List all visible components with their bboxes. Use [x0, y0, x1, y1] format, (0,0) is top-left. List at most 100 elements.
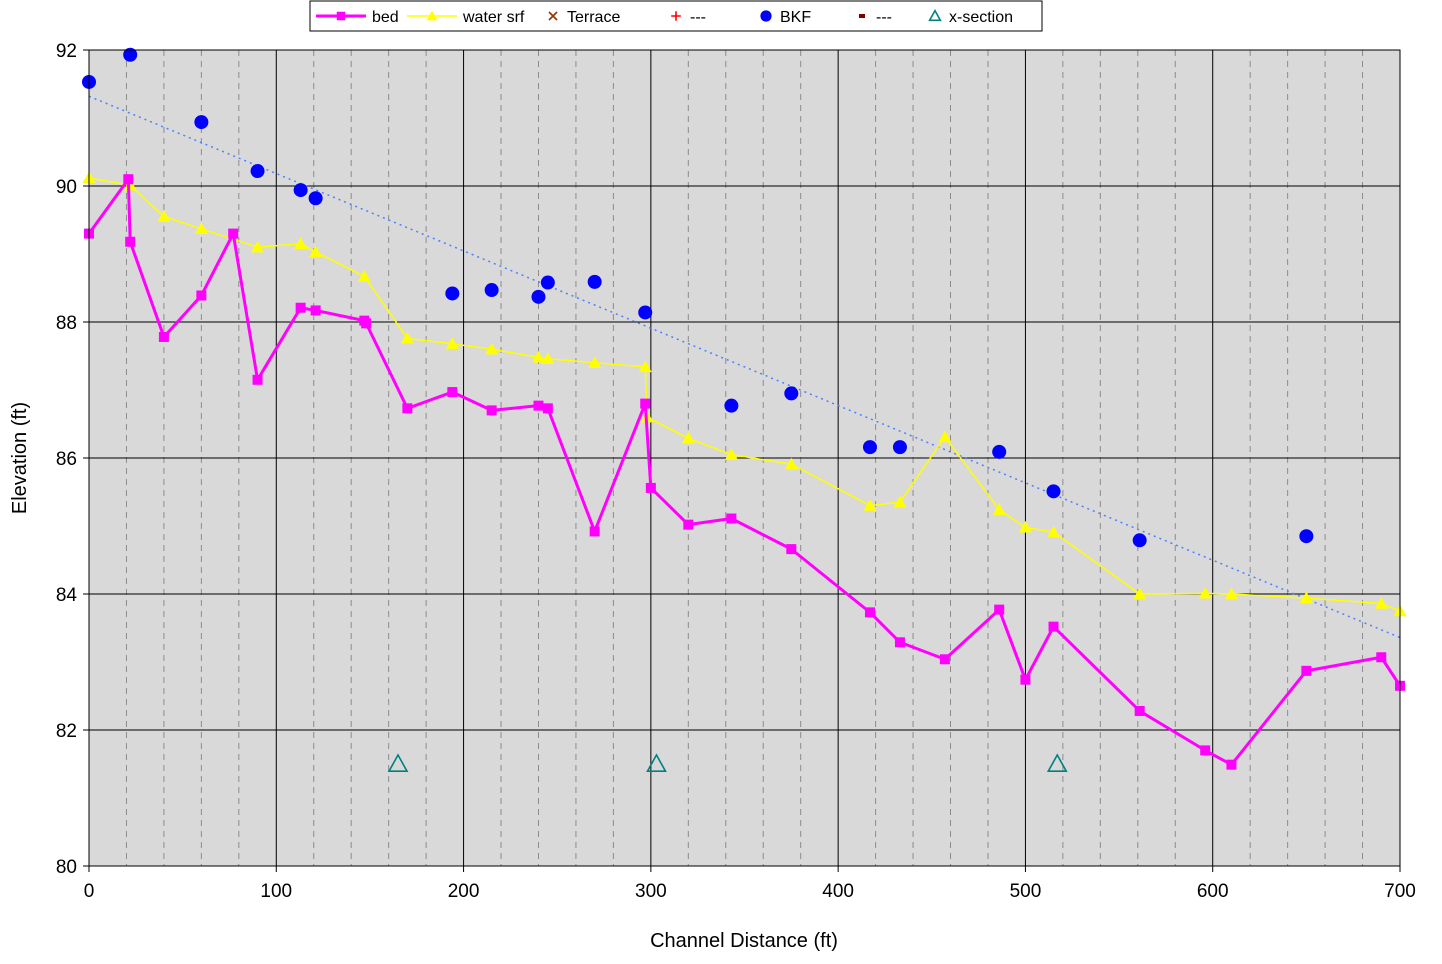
y-tick-label: 90 [56, 177, 77, 198]
bed-point [361, 318, 372, 329]
bkf-point [540, 275, 555, 290]
water-srf-point [1374, 597, 1388, 609]
water-srf-point [992, 503, 1006, 515]
series-x-section [387, 753, 1068, 773]
bkf-point [992, 444, 1007, 459]
bkf-point [445, 286, 460, 301]
bed-point [645, 482, 656, 493]
water-srf-point [1299, 591, 1313, 604]
water-srf-point [638, 360, 652, 373]
bed-line [87, 177, 1402, 767]
water-srf-point [157, 210, 171, 222]
water-srf-point [541, 352, 555, 364]
water-srf-point [1224, 587, 1238, 600]
water-srf-point [1133, 587, 1147, 600]
y-tick-label: 86 [56, 449, 77, 470]
bkf-point [250, 164, 265, 179]
trendline [88, 95, 1401, 639]
bed-point [1134, 705, 1145, 716]
bkf-point [308, 191, 323, 206]
water-srf-point [357, 269, 371, 282]
bkf-point [724, 398, 739, 413]
water-srf-point [1198, 586, 1212, 599]
legend-item-terrace-2: Terrace [548, 9, 620, 26]
legend-swatch-marker [859, 14, 865, 18]
x-section-point [646, 753, 667, 773]
y-tick-label: 88 [56, 313, 77, 334]
axes: 0 100 200 300 400 500 600 700 80 82 84 86 88 90 92 [56, 41, 1416, 902]
x-section-point [387, 753, 409, 773]
x-tick-label: 700 [1384, 881, 1416, 902]
water-srf-point [400, 331, 414, 344]
water-srf-point [531, 350, 545, 363]
bed-point [939, 654, 950, 665]
water-srf-point [309, 245, 323, 258]
legend-label: BKF [780, 9, 811, 26]
bkf-point [892, 440, 907, 455]
water-srf-point [724, 448, 738, 460]
bed-point [726, 513, 737, 524]
legend-label: Terrace [567, 9, 620, 26]
bed-point [683, 519, 694, 530]
water-srf-point [588, 356, 602, 368]
x-section-point [1046, 753, 1068, 773]
bkf-trendline [88, 95, 1401, 639]
legend-swatch-marker [928, 8, 942, 22]
x-tick-label: 300 [635, 881, 667, 902]
water-srf-point [251, 240, 265, 253]
legend-swatch-marker [548, 11, 558, 21]
bed-point [486, 405, 497, 416]
water-srf-point [784, 457, 798, 470]
bkf-point [587, 274, 602, 289]
bed-point [228, 228, 239, 239]
legend-swatch-marker [760, 10, 772, 22]
bkf-point [1046, 484, 1061, 499]
y-tick-label: 92 [56, 41, 77, 62]
bed-point [786, 544, 797, 555]
legend-swatch-marker [671, 11, 681, 21]
bed-point [533, 400, 544, 411]
series-bkf [82, 47, 1314, 548]
water-srf-point [1047, 525, 1061, 538]
bkf-point [531, 289, 546, 304]
bed-point [864, 607, 875, 618]
legend-item-bkf-4: BKF [760, 9, 811, 26]
bed-point [252, 374, 263, 385]
legend-item-bed-0: bed [316, 9, 399, 26]
bkf-point [638, 305, 653, 320]
water-srf-point [1018, 520, 1032, 533]
series-bed [84, 174, 1405, 770]
x-axis-title: Channel Distance (ft) [650, 930, 838, 952]
legend: bed water srf Terrace --- BKF --- x-section [309, 0, 1043, 32]
series-layer [82, 47, 1407, 773]
bed-point [994, 604, 1005, 615]
bed-point [640, 398, 651, 409]
bkf-point [484, 283, 499, 298]
legend-item-water-srf-1: water srf [407, 9, 525, 26]
legend-swatch-marker [426, 10, 438, 21]
bed-point [402, 403, 413, 414]
bed-point [1226, 759, 1237, 770]
bed-point [1376, 652, 1387, 663]
water-srf-point [938, 430, 952, 443]
legend-item---3: --- [671, 9, 706, 26]
bed-point [158, 331, 169, 342]
y-tick-label: 84 [56, 585, 78, 606]
bed-point [1301, 665, 1312, 676]
legend-label: bed [372, 9, 399, 26]
x-tick-label: 600 [1197, 881, 1229, 902]
water-srf-point [863, 499, 877, 511]
x-tick-label: 0 [84, 881, 95, 902]
legend-label: --- [876, 9, 892, 26]
legend-item-x-section-6: x-section [928, 8, 1013, 26]
bed-point [125, 236, 136, 247]
bkf-point [1132, 533, 1147, 548]
grid [89, 50, 1400, 866]
bed-point [310, 305, 321, 316]
bkf-point [123, 47, 138, 62]
bed-point [447, 387, 458, 398]
water-srf-point [893, 495, 907, 508]
x-tick-label: 400 [822, 881, 854, 902]
legend-label: x-section [949, 9, 1013, 26]
